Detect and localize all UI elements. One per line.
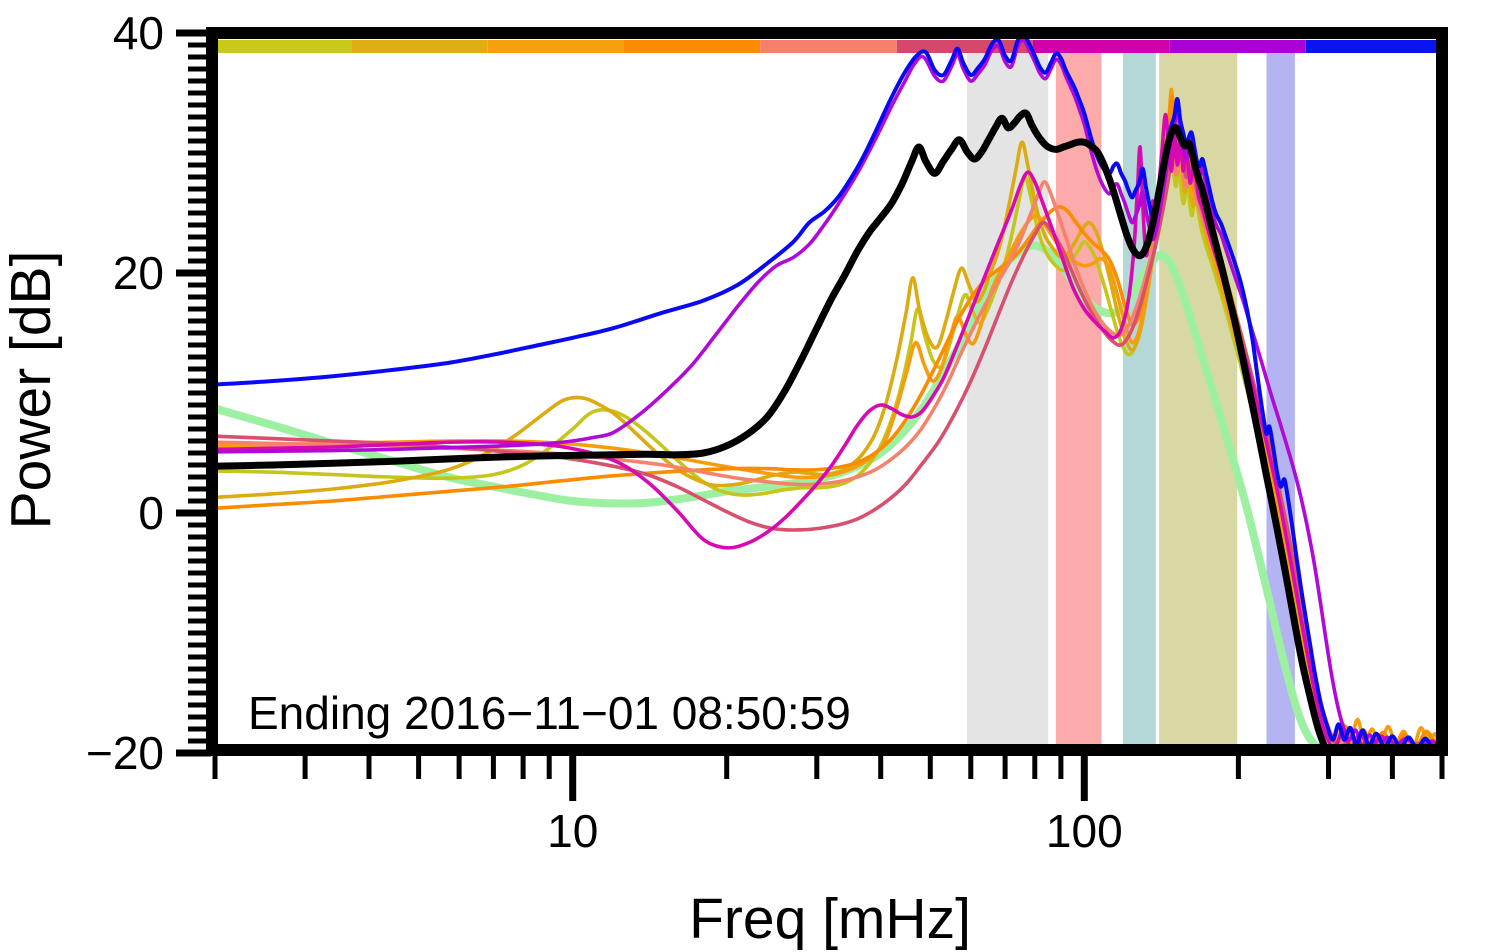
colorbar-segment-8 <box>1169 40 1306 53</box>
colorbar-segment-1 <box>216 40 352 53</box>
x-tick-label-100: 100 <box>1046 805 1123 857</box>
annotation-ending-time: Ending 2016−11−01 08:50:59 <box>248 687 851 739</box>
colorbar-segment-9 <box>1305 40 1437 53</box>
series-line-blue <box>218 32 1437 744</box>
series-line-rose <box>218 140 1432 744</box>
colorbar-segment-2 <box>351 40 488 53</box>
y-tick-label-20: 20 <box>113 247 164 299</box>
shaded-band-pink <box>1055 53 1102 744</box>
axis-ticks-layer <box>176 29 1445 801</box>
plot-frame <box>206 27 1448 756</box>
shaded-band-gray <box>967 53 1049 744</box>
frequency-bands-layer <box>967 53 1295 744</box>
series-line-mean-black <box>218 109 1328 744</box>
series-line-purple <box>218 38 1435 744</box>
x-axis-label: Freq [mHz] <box>689 887 971 951</box>
axis-tick-labels-layer: 40 20 0 −20 10 100 <box>86 7 1123 857</box>
colorbar-segment-3 <box>487 40 624 53</box>
colorbar-segment-5 <box>760 40 897 53</box>
colorbar-segment-7 <box>1033 40 1170 53</box>
y-axis-label: Power [dB] <box>0 251 63 530</box>
time-colorbar <box>216 40 1437 53</box>
y-tick-label--20: −20 <box>86 727 164 779</box>
spectra-curves-layer <box>218 32 1437 744</box>
x-tick-label-10: 10 <box>547 805 598 857</box>
series-line-reference-light-green <box>218 241 1321 744</box>
y-tick-label-0: 0 <box>138 487 164 539</box>
colorbar-segment-4 <box>624 40 761 53</box>
y-tick-label-40: 40 <box>113 7 164 59</box>
